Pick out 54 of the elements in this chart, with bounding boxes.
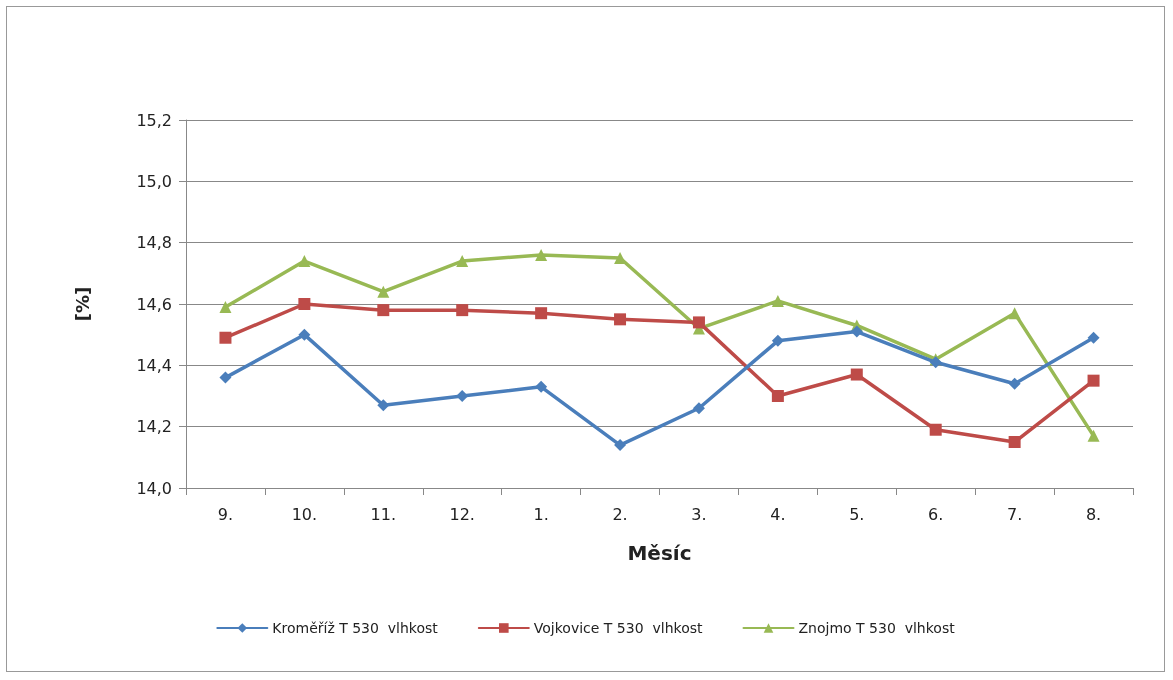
y-tick-label: 14,4	[136, 355, 172, 375]
point	[219, 331, 232, 344]
point	[377, 304, 390, 317]
x-tick-label: 2.	[612, 504, 628, 524]
point	[298, 298, 311, 310]
x-tick-label: 1.	[533, 504, 549, 524]
x-tick-label: 6.	[928, 504, 944, 524]
point	[377, 285, 390, 298]
point	[456, 255, 469, 268]
point	[614, 439, 627, 452]
point	[692, 402, 705, 415]
point	[298, 328, 311, 341]
x-tick-label: 4.	[770, 504, 786, 524]
y-axis-title: [%]	[71, 286, 93, 322]
point	[535, 380, 548, 393]
y-tick-label: 14,0	[136, 478, 172, 498]
y-tick-label: 15,0	[136, 171, 172, 191]
point	[219, 301, 232, 314]
point	[298, 255, 311, 268]
point	[1008, 307, 1021, 320]
x-tick-label: 3.	[691, 504, 707, 524]
x-tick-label: 5.	[849, 504, 865, 524]
point	[771, 294, 784, 307]
point	[535, 248, 548, 261]
point	[614, 313, 627, 326]
point	[219, 371, 232, 384]
x-tick-label: 11.	[370, 504, 397, 524]
y-tick-label: 14,2	[136, 417, 172, 437]
x-tick-label: 9.	[217, 504, 234, 524]
point	[850, 368, 863, 381]
point	[1008, 436, 1021, 448]
x-tick-label: 7.	[1006, 504, 1023, 524]
point	[377, 399, 390, 412]
point	[771, 390, 784, 402]
x-tick-label: 10.	[291, 504, 318, 524]
y-tick-label: 14,8	[136, 233, 172, 253]
x-tick-label: 8.	[1085, 504, 1102, 524]
point	[456, 304, 469, 317]
legend-label: Znojmo T 530 vlhkost	[798, 620, 956, 636]
point	[1087, 429, 1100, 442]
point	[692, 316, 705, 329]
point	[1008, 377, 1021, 390]
legend-label: Kroměříž T 530 vlhkost	[272, 620, 439, 636]
y-tick-label: 14,6	[136, 294, 172, 314]
point	[850, 325, 863, 338]
point	[1087, 331, 1100, 344]
x-tick-label: 12.	[449, 504, 475, 524]
point	[771, 334, 784, 347]
x-axis-title: Měsíc	[627, 541, 692, 565]
legend-label: Vojkovice T 530 vlhkost	[533, 620, 704, 636]
point	[1087, 374, 1100, 387]
y-tick-label: 15,2	[136, 110, 172, 130]
point	[535, 307, 548, 320]
point	[929, 423, 942, 436]
